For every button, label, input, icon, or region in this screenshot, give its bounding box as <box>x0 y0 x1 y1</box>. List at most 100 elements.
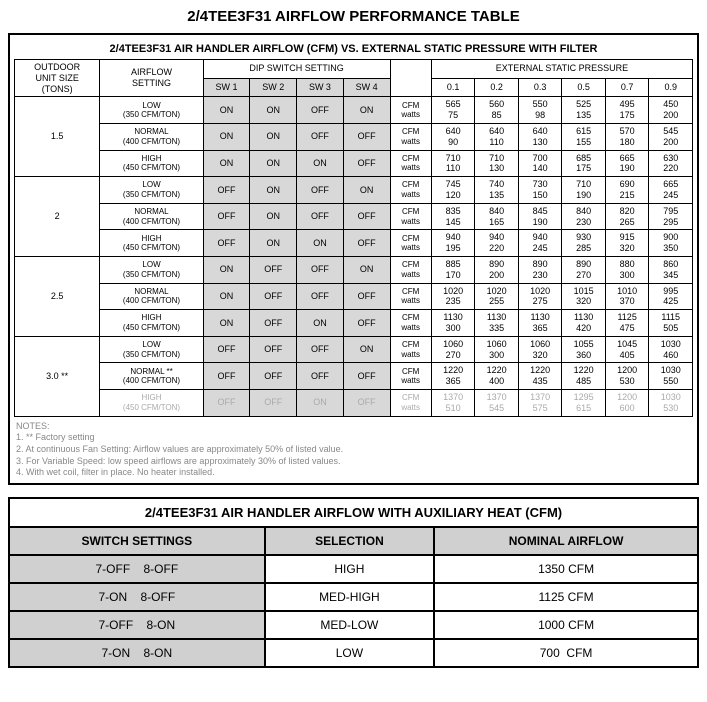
aux-nom-cell: 1350 CFM <box>434 555 698 583</box>
sw-cell: OFF <box>297 203 344 230</box>
value-cell: 1030530 <box>649 389 693 416</box>
sw-cell: OFF <box>297 177 344 204</box>
aux-sel-cell: MED-LOW <box>265 611 435 639</box>
value-cell: 840230 <box>562 203 606 230</box>
value-cell: 630220 <box>649 150 693 177</box>
sw-cell: OFF <box>203 177 250 204</box>
table1-container: 2/4TEE3F31 AIR HANDLER AIRFLOW (CFM) VS.… <box>8 33 699 485</box>
hdr-esp-0: 0.1 <box>431 78 475 97</box>
value-cell: 1030460 <box>649 336 693 363</box>
value-cell: 1015320 <box>562 283 606 310</box>
setting-cell: NORMAL **(400 CFM/TON) <box>100 363 203 390</box>
notes-header: NOTES: <box>16 421 691 433</box>
setting-cell: HIGH(450 CFM/TON) <box>100 389 203 416</box>
hdr-sw-2: SW 3 <box>297 78 344 97</box>
value-cell: 615155 <box>562 123 606 150</box>
value-cell: 880300 <box>605 256 649 283</box>
value-cell: 1200600 <box>605 389 649 416</box>
value-cell: 640130 <box>518 123 562 150</box>
value-cell: 845190 <box>518 203 562 230</box>
aux-sel-cell: HIGH <box>265 555 435 583</box>
sw-cell: OFF <box>250 283 297 310</box>
setting-cell: HIGH(450 CFM/TON) <box>100 310 203 337</box>
sw-cell: ON <box>203 256 250 283</box>
sw-cell: ON <box>297 310 344 337</box>
sw-cell: OFF <box>343 283 390 310</box>
aux-sel-cell: LOW <box>265 639 435 667</box>
cfm-watts-label: CFMwatts <box>390 230 431 257</box>
value-cell: 1115505 <box>649 310 693 337</box>
sw-cell: OFF <box>297 283 344 310</box>
setting-cell: LOW(350 CFM/TON) <box>100 336 203 363</box>
aux-sel-cell: MED-HIGH <box>265 583 435 611</box>
sw-cell: ON <box>250 203 297 230</box>
sw-cell: ON <box>343 336 390 363</box>
value-cell: 840165 <box>475 203 519 230</box>
sw-cell: ON <box>203 150 250 177</box>
value-cell: 690215 <box>605 177 649 204</box>
hdr-outdoor: OUTDOORUNIT SIZE(TONS) <box>15 60 100 97</box>
sw-cell: OFF <box>250 336 297 363</box>
value-cell: 495175 <box>605 97 649 124</box>
value-cell: 940245 <box>518 230 562 257</box>
cfm-watts-label: CFMwatts <box>390 97 431 124</box>
size-cell: 1.5 <box>15 97 100 177</box>
cfm-watts-label: CFMwatts <box>390 389 431 416</box>
hdr-airflow: AIRFLOWSETTING <box>100 60 203 97</box>
cfm-watts-label: CFMwatts <box>390 363 431 390</box>
sw-cell: OFF <box>250 310 297 337</box>
aux-nom-cell: 1000 CFM <box>434 611 698 639</box>
aux-nom-cell: 1125 CFM <box>434 583 698 611</box>
sw-cell: OFF <box>297 97 344 124</box>
sw-cell: ON <box>343 177 390 204</box>
aux-heat-table: SWITCH SETTINGSSELECTIONNOMINAL AIRFLOW7… <box>8 526 699 668</box>
aux-sw-cell: 7-OFF 8-OFF <box>9 555 265 583</box>
sw-cell: OFF <box>343 363 390 390</box>
cfm-watts-label: CFMwatts <box>390 177 431 204</box>
setting-cell: NORMAL(400 CFM/TON) <box>100 123 203 150</box>
sw-cell: OFF <box>343 230 390 257</box>
hdr-blank <box>390 60 431 97</box>
value-cell: 1370510 <box>431 389 475 416</box>
value-cell: 1295615 <box>562 389 606 416</box>
sw-cell: ON <box>203 283 250 310</box>
table2-title: 2/4TEE3F31 AIR HANDLER AIRFLOW WITH AUXI… <box>8 497 699 526</box>
value-cell: 1370545 <box>475 389 519 416</box>
value-cell: 1220365 <box>431 363 475 390</box>
size-cell: 2 <box>15 177 100 257</box>
sw-cell: ON <box>297 230 344 257</box>
sw-cell: OFF <box>297 256 344 283</box>
value-cell: 1220435 <box>518 363 562 390</box>
cfm-watts-label: CFMwatts <box>390 336 431 363</box>
value-cell: 710190 <box>562 177 606 204</box>
hdr-esp-1: 0.2 <box>475 78 519 97</box>
setting-cell: HIGH(450 CFM/TON) <box>100 150 203 177</box>
value-cell: 665245 <box>649 177 693 204</box>
hdr-esp-4: 0.7 <box>605 78 649 97</box>
page-title: 2/4TEE3F31 AIRFLOW PERFORMANCE TABLE <box>8 8 699 25</box>
hdr-esp-5: 0.9 <box>649 78 693 97</box>
value-cell: 740135 <box>475 177 519 204</box>
value-cell: 450200 <box>649 97 693 124</box>
hdr-sw-1: SW 2 <box>250 78 297 97</box>
sw-cell: OFF <box>203 203 250 230</box>
sw-cell: ON <box>203 310 250 337</box>
value-cell: 835145 <box>431 203 475 230</box>
sw-cell: OFF <box>343 150 390 177</box>
cfm-watts-label: CFMwatts <box>390 283 431 310</box>
value-cell: 730150 <box>518 177 562 204</box>
note-line: 4. With wet coil, filter in place. No he… <box>16 467 691 479</box>
sw-cell: ON <box>343 256 390 283</box>
value-cell: 1020255 <box>475 283 519 310</box>
hdr-esp-3: 0.5 <box>562 78 606 97</box>
sw-cell: ON <box>250 123 297 150</box>
performance-table: OUTDOORUNIT SIZE(TONS)AIRFLOWSETTINGDIP … <box>14 59 693 417</box>
note-line: 1. ** Factory setting <box>16 432 691 444</box>
setting-cell: NORMAL(400 CFM/TON) <box>100 283 203 310</box>
value-cell: 930285 <box>562 230 606 257</box>
hdr-sw-0: SW 1 <box>203 78 250 97</box>
cfm-watts-label: CFMwatts <box>390 150 431 177</box>
sw-cell: OFF <box>343 123 390 150</box>
value-cell: 1010370 <box>605 283 649 310</box>
table2-container: 2/4TEE3F31 AIR HANDLER AIRFLOW WITH AUXI… <box>8 497 699 668</box>
